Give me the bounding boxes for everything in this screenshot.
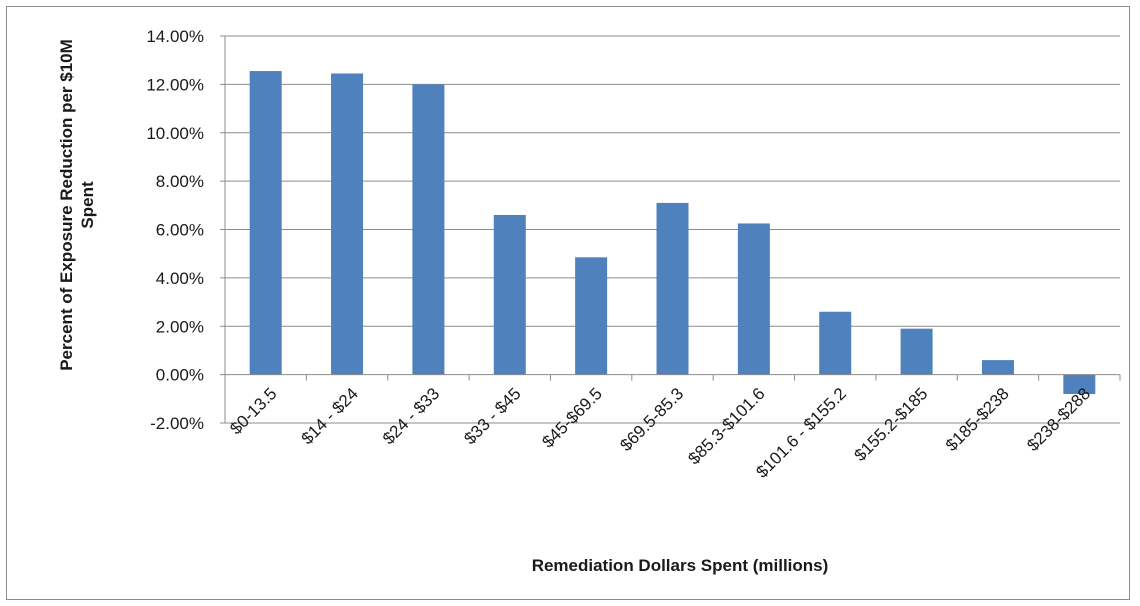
bar: [575, 257, 608, 375]
x-tick-label: $185-$238: [942, 384, 1013, 455]
bar: [900, 328, 933, 375]
y-tick-label: 0.00%: [156, 366, 204, 385]
x-tick-label: $69.5-85.3: [616, 384, 687, 455]
bar: [819, 311, 852, 375]
y-tick-label: -2.00%: [150, 414, 204, 433]
bar: [656, 202, 689, 375]
axes: [220, 35, 1121, 424]
y-tick-label: 2.00%: [156, 317, 204, 336]
y-axis-title-line-1: Percent of Exposure Reduction per $10M: [57, 39, 76, 371]
bar: [331, 73, 364, 375]
y-axis-title-line-2: Spent: [78, 181, 97, 229]
gridlines: [225, 35, 1120, 424]
x-tick-label: $0-13.5: [226, 384, 280, 438]
y-tick-label: 8.00%: [156, 172, 204, 191]
bar: [249, 71, 282, 375]
y-tick-label: 14.00%: [146, 27, 204, 46]
x-tick-label: $155.2-$185: [850, 384, 931, 465]
y-tick-label: 4.00%: [156, 269, 204, 288]
y-tick-label: 12.00%: [146, 75, 204, 94]
y-tick-label: 6.00%: [156, 221, 204, 240]
bar: [981, 360, 1014, 375]
chart-frame: [6, 6, 1130, 600]
bar: [412, 84, 445, 375]
x-axis-title: Remediation Dollars Spent (millions): [532, 556, 829, 575]
x-tick-label: $14 - $24: [298, 384, 362, 448]
x-tick-label: $238-$288: [1023, 384, 1094, 455]
x-tick-label: $45-$69.5: [538, 384, 606, 452]
bar: [493, 214, 526, 375]
x-tick-label: $24 - $33: [379, 384, 443, 448]
y-tick-labels: -2.00% 0.00% 2.00% 4.00% 6.00% 8.00% 10.00% 12.…: [146, 27, 204, 433]
bar: [1063, 374, 1096, 394]
x-tick-label: $33 - $45: [460, 384, 524, 448]
x-tick-label: $85.3-$101.6: [684, 384, 768, 468]
x-tick-labels: $0-13.5 $14 - $24 $24 - $33 $33 - $45 $45-$6…: [226, 384, 1094, 482]
bars: [249, 71, 1096, 394]
y-tick-label: 10.00%: [146, 124, 204, 143]
bar: [737, 223, 770, 375]
